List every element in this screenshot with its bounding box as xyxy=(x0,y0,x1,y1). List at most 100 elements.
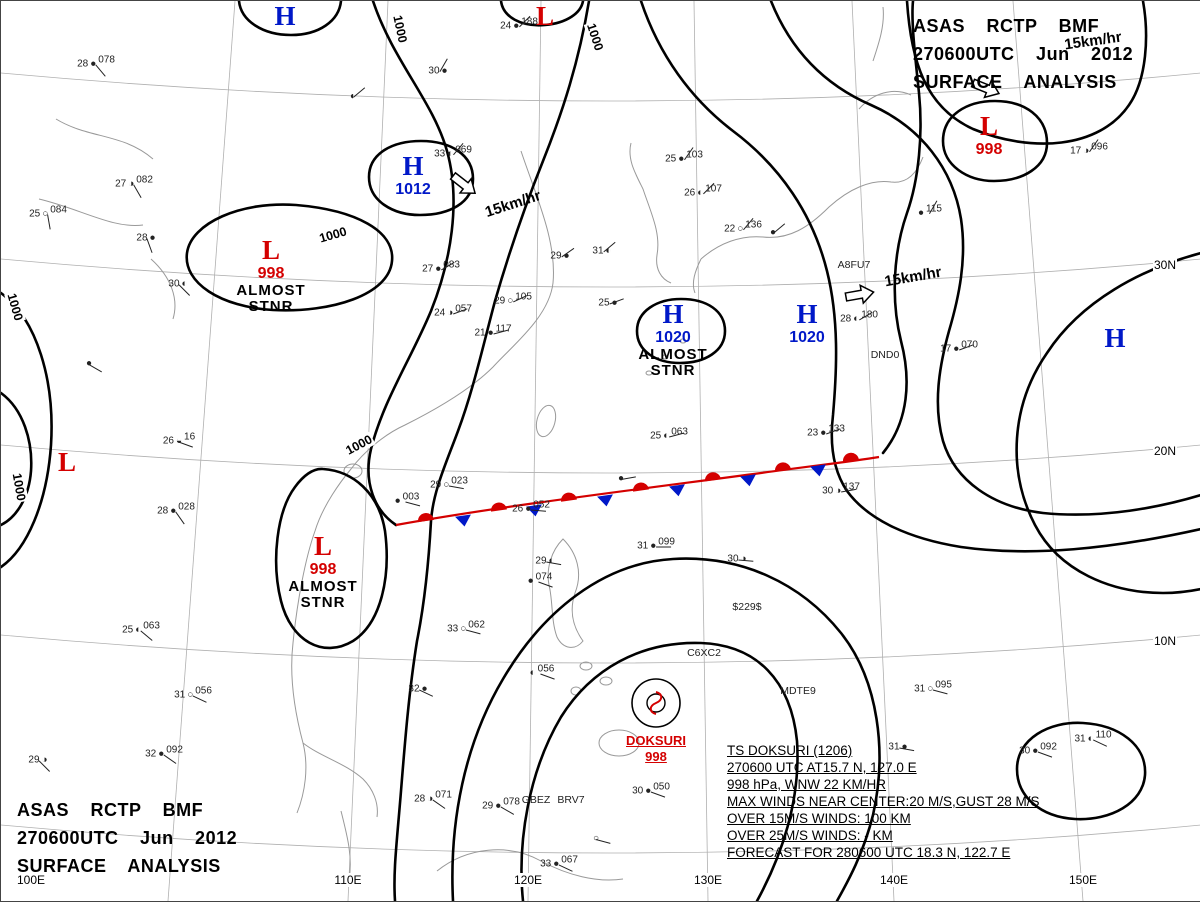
station-plot: 25 ● xyxy=(598,297,624,309)
station-plot: ● xyxy=(616,474,636,484)
station-plot: 30 ● 092 xyxy=(1019,742,1057,758)
pressure-letter-l: L xyxy=(535,1,555,31)
station-plot: 26 ◒ 16 xyxy=(163,432,195,448)
station-plot: 31 ● 099 xyxy=(637,537,675,552)
latitude-label: 10N xyxy=(1152,634,1178,648)
station-plot: 29 ● xyxy=(550,247,574,262)
longitude-label: 120E xyxy=(512,873,544,887)
pressure-center-h: H 1012 xyxy=(395,152,431,198)
station-pressure-group: 067 xyxy=(561,854,578,866)
station-cloud-cover-icon: ● xyxy=(170,505,177,516)
station-cloud-cover-icon: ◐ xyxy=(135,624,142,635)
station-plot: 24 ◑ 057 xyxy=(434,304,472,319)
longitude-label: 130E xyxy=(692,873,724,887)
station-cloud-cover-icon: ◑ xyxy=(41,754,48,765)
station-cloud-cover-icon: ◑ xyxy=(1083,145,1090,156)
station-cloud-cover-icon: ● xyxy=(527,575,534,586)
pressure-letter-h: H xyxy=(1104,323,1126,353)
pressure-value: 1020 xyxy=(655,328,691,346)
station-cloud-cover-icon: ○ xyxy=(187,689,194,700)
pressure-letter-h: H xyxy=(662,299,684,329)
station-cloud-cover-icon: ● xyxy=(394,495,401,506)
station-pressure-group: 095 xyxy=(935,679,952,691)
station-plot: 27 ◑ 082 xyxy=(115,175,153,198)
station-temperature: 28 xyxy=(840,313,852,325)
station-temperature: 21 xyxy=(474,327,486,339)
station-pressure-group: 115 xyxy=(926,203,942,215)
latitude-label: 30N xyxy=(1152,258,1178,272)
station-plot: 28 ◐ 180 xyxy=(840,310,878,325)
coast-visayas-1 xyxy=(579,661,593,671)
station-plot: ◐ 056 xyxy=(528,664,556,680)
station-cloud-cover-icon: ◐ xyxy=(548,555,555,566)
tropical-storm-icon xyxy=(631,678,681,728)
station-pressure-group: 057 xyxy=(455,303,472,315)
station-pressure-group: 180 xyxy=(861,309,878,321)
station-temperature: 26 xyxy=(684,187,696,199)
parallel-0n xyxy=(1,824,1200,854)
pressure-center-l: L 998 ALMOST STNR xyxy=(236,236,305,314)
ship-id-label: $229$ xyxy=(732,601,762,613)
station-cloud-cover-icon: ● xyxy=(769,227,777,238)
station-pressure-group: 078 xyxy=(98,54,115,66)
title-line-3: SURFACE ANALYSIS xyxy=(913,71,1117,92)
station-plot: 27 ● 083 xyxy=(422,260,460,275)
storm-pressure-label: 998 xyxy=(645,749,667,764)
pressure-center-l: L 998 ALMOST STNR xyxy=(288,531,357,612)
coast-borneo xyxy=(436,849,624,881)
station-temperature: 31 xyxy=(888,741,900,753)
station-plot: 22 ○ 136 xyxy=(724,217,762,235)
station-temperature: 33 xyxy=(540,858,552,870)
pressure-center-h: H 1020 xyxy=(789,300,825,346)
station-cloud-cover-icon: ◐ xyxy=(853,313,860,324)
station-plot: 25 ○ 084 xyxy=(29,205,67,229)
isobar-value-label: 1000 xyxy=(316,224,350,246)
station-cloud-cover-icon: ● xyxy=(563,250,570,261)
storm-info-line: TS DOKSURI (1206) xyxy=(727,743,853,758)
station-pressure-group: 063 xyxy=(143,620,160,632)
meridian-140e xyxy=(851,1,895,901)
station-pressure-group: 092 xyxy=(1040,741,1057,753)
cold-front-triangle xyxy=(455,464,826,527)
station-plot: 28 ◑ 071 xyxy=(414,790,452,809)
station-cloud-cover-icon: ● xyxy=(678,153,685,164)
title-line-2: 270600UTC Jun 2012 xyxy=(17,827,238,848)
stationary-front xyxy=(395,452,880,527)
station-pressure-group: 084 xyxy=(50,204,67,216)
station-pressure-group: 188 xyxy=(521,16,538,28)
pressure-note: STNR xyxy=(300,594,346,612)
title-block-bottom-left: ASAS RCTP BMF 270600UTC Jun 2012 SURFACE… xyxy=(17,797,295,881)
station-plot: 28 ● xyxy=(136,233,157,253)
isobar-value-label: 1000 xyxy=(4,290,26,324)
coast-ryukyu-2 xyxy=(661,354,669,360)
storm-info-line: OVER 25M/S WINDS: - KM xyxy=(727,828,893,843)
station-pressure-group: 023 xyxy=(451,475,468,487)
station-temperature: 32 xyxy=(408,683,420,695)
station-cloud-cover-icon: ● xyxy=(1032,745,1039,756)
pressure-letter-l: L xyxy=(979,111,999,141)
station-cloud-cover-icon: ● xyxy=(85,358,93,369)
longitude-label: 110E xyxy=(333,873,363,887)
station-temperature: 25 xyxy=(598,297,610,309)
wind-speed-label: 15km/hr xyxy=(883,263,943,291)
coast-china-vietnam xyxy=(291,150,554,814)
station-temperature: 29 xyxy=(535,555,547,567)
storm-info-line: 998 hPa, WNW 22 KM/HR xyxy=(727,777,887,792)
station-plot: ● 074 xyxy=(526,572,554,588)
parallel-20n xyxy=(1,444,1200,474)
station-temperature: 30 xyxy=(822,485,834,497)
station-temperature: 29 xyxy=(430,479,442,491)
station-plot: 30 ◑ xyxy=(727,554,753,565)
pressure-letter-l: L xyxy=(313,531,333,561)
station-cloud-cover-icon: ○ xyxy=(592,833,600,844)
pressure-value: 998 xyxy=(309,560,337,578)
station-cloud-cover-icon: ● xyxy=(611,297,618,308)
coast-visayas-2 xyxy=(599,676,613,686)
station-temperature: 24 xyxy=(434,307,446,319)
station-plot: 30 ◑ 137 xyxy=(822,482,860,497)
title-line-1: ASAS RCTP BMF xyxy=(17,800,204,820)
isobar-trough-west xyxy=(367,1,455,527)
front-line xyxy=(395,455,880,527)
station-pressure-group: 110 xyxy=(1095,729,1112,741)
station-temperature: 27 xyxy=(422,263,434,275)
